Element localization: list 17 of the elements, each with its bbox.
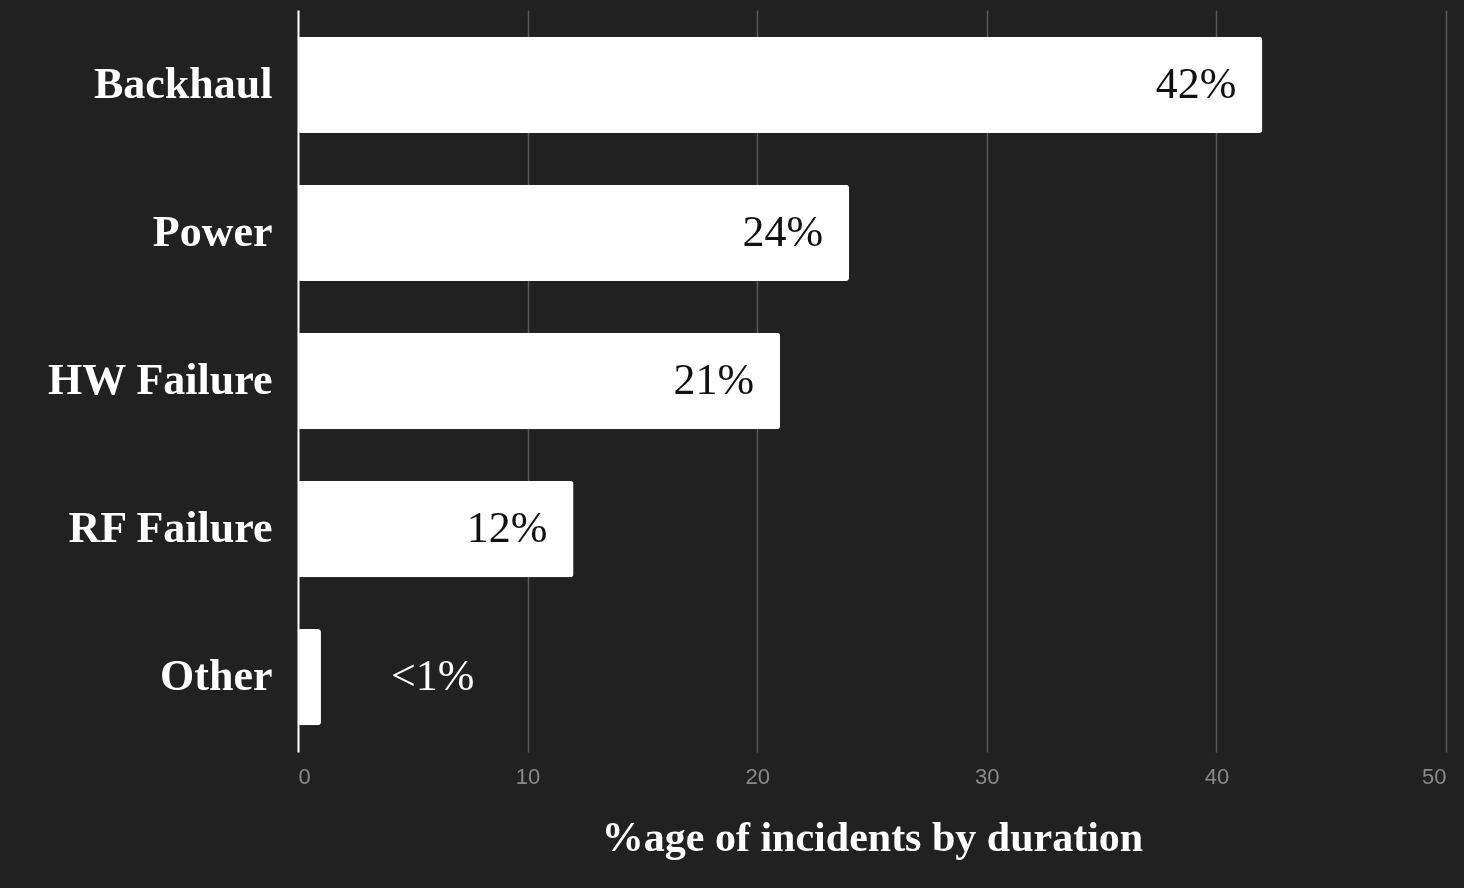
y-tick-label: Power	[152, 206, 273, 256]
data-label: <1%	[390, 651, 475, 701]
y-tick-label: Backhaul	[93, 58, 273, 108]
y-tick-label: RF Failure	[68, 503, 273, 553]
data-label: 12%	[466, 503, 548, 553]
x-tick-label: 50	[1422, 763, 1447, 789]
x-tick-label: 30	[975, 763, 1000, 789]
data-label: 24%	[742, 206, 824, 256]
x-axis-title: %age of incidents by duration	[601, 813, 1144, 860]
x-tick-label: 10	[515, 763, 541, 789]
data-label: 42%	[1155, 58, 1237, 108]
x-tick-label: 0	[298, 763, 311, 789]
y-tick-label: Other	[160, 651, 273, 701]
y-tick-label: HW Failure	[48, 355, 273, 404]
data-label: 21%	[673, 355, 755, 404]
x-tick-label: 20	[745, 763, 770, 789]
x-tick-label: 40	[1204, 763, 1230, 789]
